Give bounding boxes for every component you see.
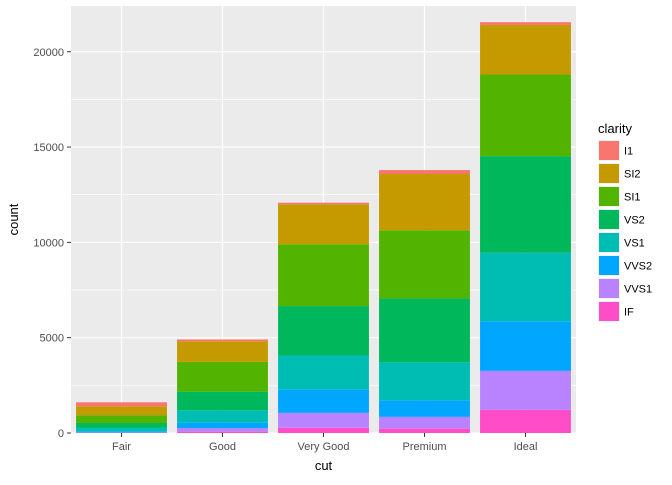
bar-segment-vs1-ideal: [480, 253, 571, 321]
legend-label-si1: SI1: [624, 192, 641, 204]
legend-key-vs2: [599, 210, 619, 229]
bar-segment-vs2-fair: [76, 423, 167, 428]
legend-label-si2: SI2: [624, 169, 641, 181]
legend-items: I1 SI2 SI1 VS2 VS1 VVS2 VVS1 IF: [598, 140, 652, 322]
bar-segment-i1-premium: [379, 170, 470, 174]
legend-key-vs1: [599, 233, 619, 252]
legend-key-i1: [599, 141, 619, 160]
legend-label-if: IF: [624, 307, 634, 319]
x-tick-label: Good: [209, 441, 236, 453]
bar-segment-vs2-ideal: [480, 156, 571, 253]
bar-segment-si1-fair: [76, 415, 167, 423]
x-tick-label: Very Good: [298, 441, 350, 453]
bar-segment-vvs2-fair: [76, 431, 167, 432]
x-axis: Fair Good Very Good Premium Ideal: [112, 433, 537, 453]
y-tick-label: 5000: [40, 333, 64, 345]
y-tick-label: 15000: [33, 142, 64, 154]
bar-segment-vvs1-ideal: [480, 371, 571, 410]
bar-segment-si2-fair: [76, 406, 167, 415]
bar-segment-vvs2-premium: [379, 400, 470, 417]
bar-segment-si1-very-good: [278, 244, 369, 306]
legend-key-vvs2: [599, 256, 619, 275]
bar-segment-i1-fair: [76, 402, 167, 406]
y-axis-title: count: [6, 203, 21, 235]
legend-key-si2: [599, 164, 619, 183]
bar-segment-if-premium: [379, 429, 470, 433]
legend-key-vvs1: [599, 279, 619, 298]
bar-segment-i1-ideal: [480, 22, 571, 25]
y-tick-label: 0: [58, 428, 64, 440]
bar-segment-vs2-good: [177, 392, 268, 411]
bar-segment-si1-ideal: [480, 74, 571, 156]
bar-segment-si2-good: [177, 341, 268, 362]
bar-segment-vs2-very-good: [278, 306, 369, 355]
bar-segment-vvs2-good: [177, 423, 268, 428]
y-axis: 0 5000 10000 15000 20000: [33, 47, 71, 440]
x-axis-title: cut: [315, 458, 333, 473]
legend-label-vvs1: VVS1: [624, 284, 652, 296]
bar-segment-if-good: [177, 432, 268, 433]
bar-segment-i1-good: [177, 339, 268, 341]
bar-segment-vs1-fair: [76, 428, 167, 431]
y-tick-label: 20000: [33, 47, 64, 59]
bar-segment-vs1-good: [177, 410, 268, 422]
bar-segment-if-very-good: [278, 428, 369, 433]
bar-segment-vs1-very-good: [278, 355, 369, 389]
bar-segment-si2-ideal: [480, 25, 571, 75]
bar-segment-vvs1-good: [177, 428, 268, 432]
legend-key-si1: [599, 187, 619, 206]
bar-segment-vs2-premium: [379, 298, 470, 362]
bar-segment-si2-premium: [379, 174, 470, 230]
y-tick-label: 10000: [33, 237, 64, 249]
legend-label-vs2: VS2: [624, 215, 645, 227]
bar-segment-vs1-premium: [379, 362, 470, 400]
bar-segment-si1-good: [177, 362, 268, 392]
bar-segment-vvs1-very-good: [278, 413, 369, 428]
bar-segment-vvs2-very-good: [278, 389, 369, 413]
legend: clarity I1 SI2 SI1 VS2 VS1 VVS2 VVS1 IF: [598, 121, 652, 322]
bar-segment-if-ideal: [480, 410, 571, 433]
bar-segment-si2-very-good: [278, 204, 369, 244]
bar-segment-i1-very-good: [278, 203, 369, 205]
legend-label-vs1: VS1: [624, 238, 645, 250]
legend-label-i1: I1: [624, 146, 633, 158]
x-tick-label: Ideal: [514, 441, 538, 453]
bar-segment-vvs2-ideal: [480, 321, 571, 371]
legend-key-if: [599, 302, 619, 321]
bar-segment-vvs1-premium: [379, 417, 470, 429]
legend-label-vvs2: VVS2: [624, 261, 652, 273]
legend-title: clarity: [598, 121, 632, 136]
x-tick-label: Premium: [402, 441, 446, 453]
bar-segment-si1-premium: [379, 230, 470, 298]
x-tick-label: Fair: [112, 441, 131, 453]
